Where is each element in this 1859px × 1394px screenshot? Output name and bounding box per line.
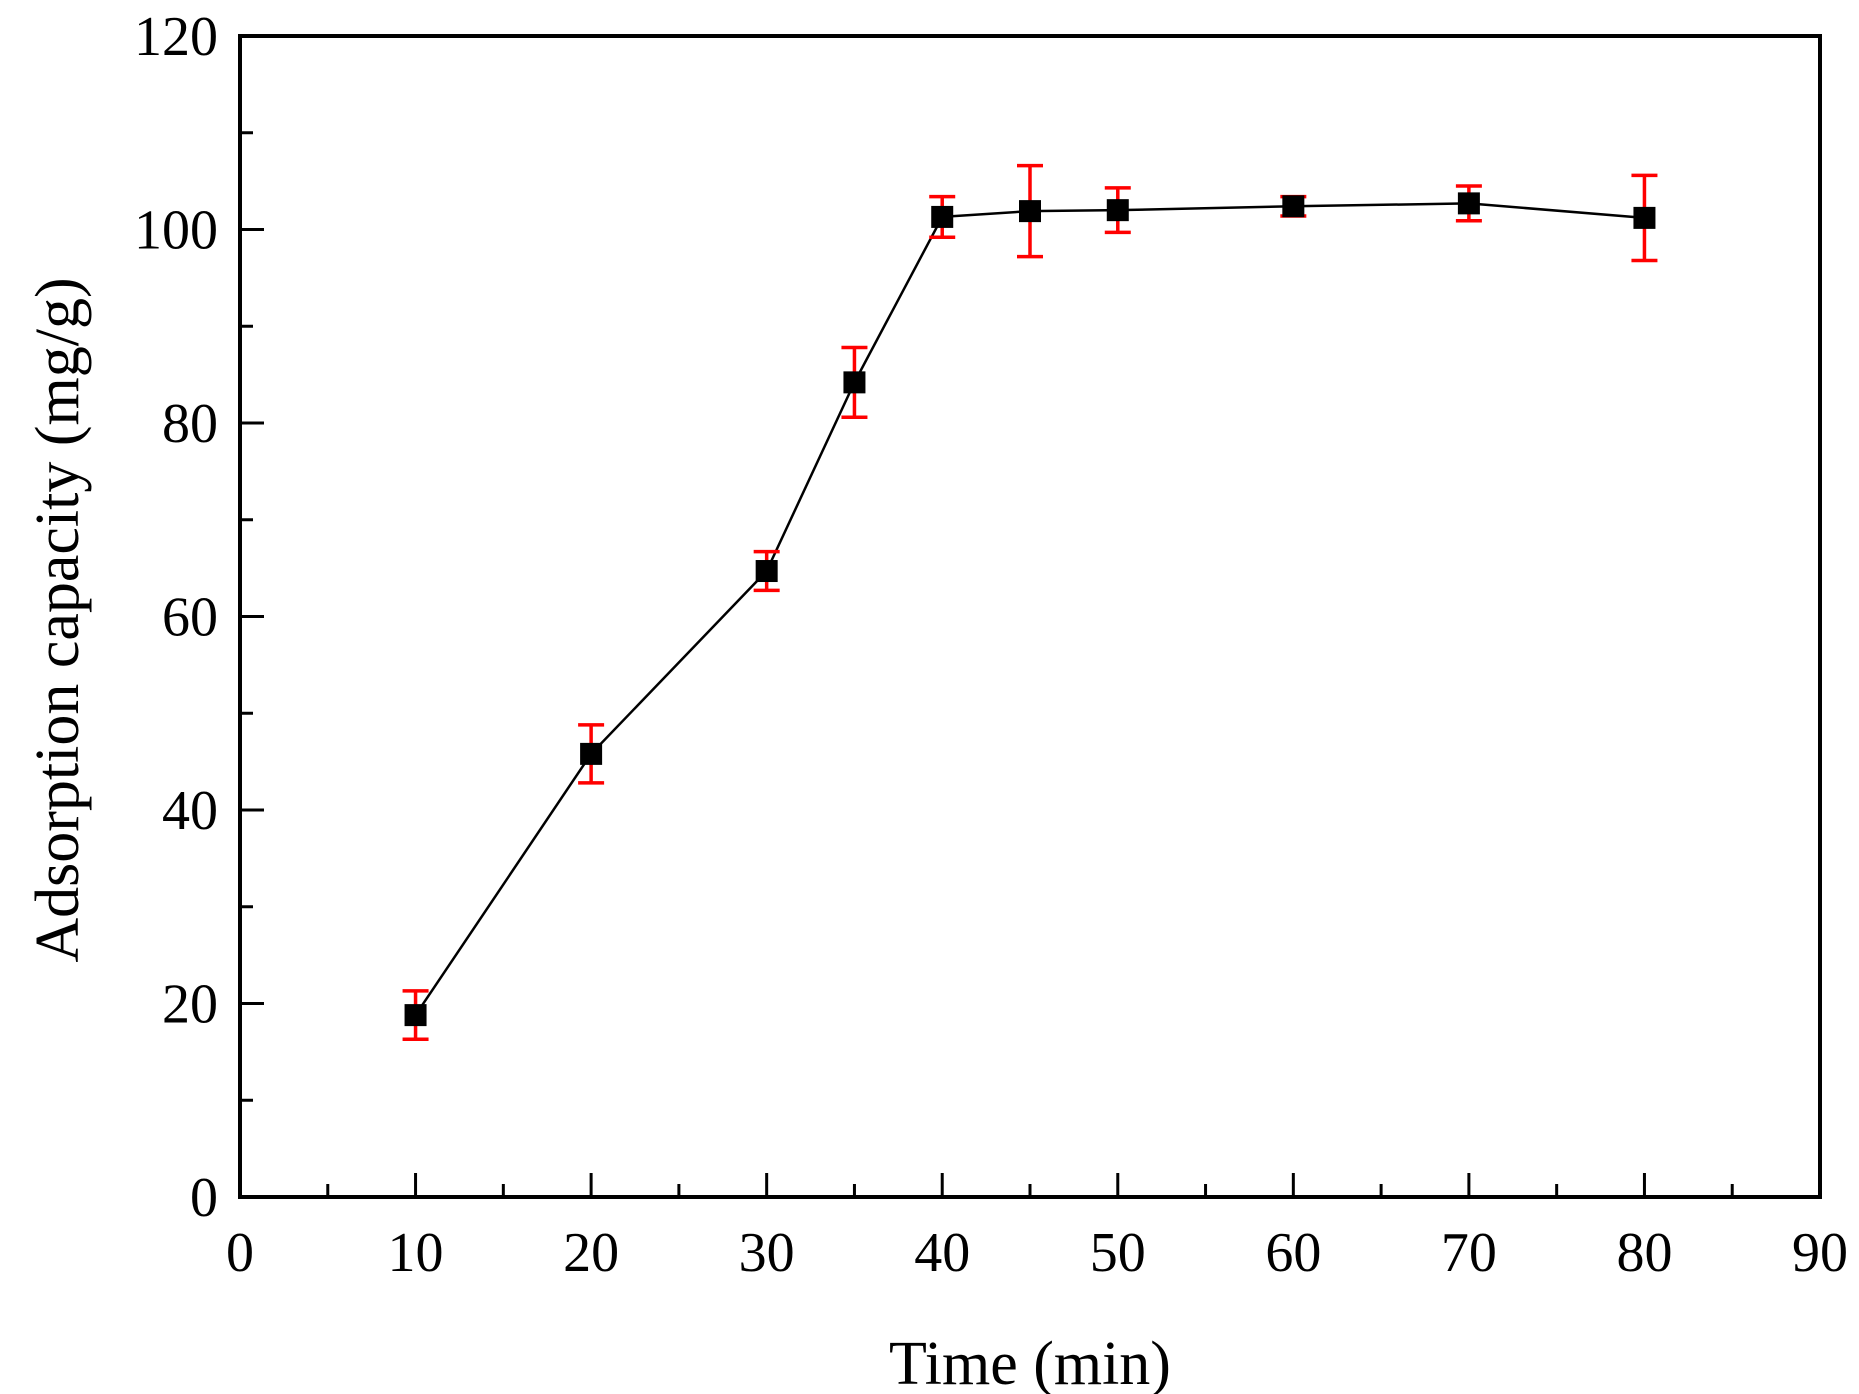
y-tick-label: 20 [162,974,218,1036]
x-tick-label: 80 [1616,1222,1672,1284]
minor-ticks [240,131,1734,1197]
series-line-segment [853,216,944,383]
y-tick-label: 120 [134,6,218,68]
y-tick-label: 0 [190,1167,218,1229]
x-tick-label: 20 [563,1222,619,1284]
plot-frame [238,34,1822,1199]
series-line-segment [590,570,768,755]
x-tick-label: 50 [1090,1222,1146,1284]
data-point-marker [1282,195,1305,218]
x-tick-label: 0 [226,1222,254,1284]
series-line-segment [1468,202,1645,220]
data-point-marker [755,560,778,583]
x-tick-label: 60 [1265,1222,1321,1284]
y-tick-label: 60 [162,587,218,649]
error-bars [402,163,1658,1042]
series-line-segment [1117,205,1294,212]
x-tick-label: 10 [388,1222,444,1284]
series-lines [414,202,1645,1016]
y-tick-label: 100 [134,200,218,262]
x-tick-label: 70 [1441,1222,1497,1284]
y-tick-label: 40 [162,780,218,842]
y-axis-title: Adsorption capacity (mg/g) [24,277,92,962]
series-line-segment [942,209,1031,219]
data-point-marker [1106,199,1129,222]
data-point-marker [1019,200,1041,223]
series-line-segment [1293,202,1469,208]
data-point-marker [404,1004,427,1027]
x-tick-labels: 0 10 20 30 40 50 60 70 80 90 [226,1222,1848,1284]
x-tick-label: 90 [1792,1222,1848,1284]
data-point-marker [1457,192,1480,215]
y-tick-label: 80 [162,393,218,455]
data-point-marker [843,371,866,394]
x-tick-label: 40 [914,1222,970,1284]
series-line-segment [765,381,856,572]
data-point-marker [931,205,954,228]
series-line-segment [1029,208,1118,213]
x-axis-title: Time (min) [889,1330,1171,1394]
series-line-segment [414,753,593,1016]
y-tick-labels: 0 20 40 60 80 100 120 [134,6,218,1229]
data-point-marker [1633,206,1656,229]
x-tick-label: 30 [739,1222,795,1284]
data-point-marker [580,742,603,765]
data-markers [404,192,1656,1027]
